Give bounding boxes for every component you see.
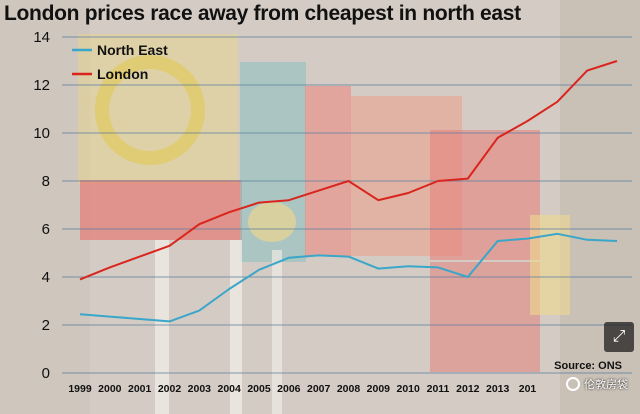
y-tick-label: 4	[42, 269, 50, 286]
x-tick-label: 2009	[367, 383, 391, 395]
x-tick-label: 2005	[247, 383, 271, 395]
x-tick-label: 2008	[337, 383, 361, 395]
x-tick-label: 201	[519, 383, 537, 395]
y-tick-label: 10	[33, 125, 50, 142]
x-tick-label: 2001	[128, 383, 152, 395]
gridlines	[62, 36, 632, 374]
series-lines	[79, 60, 618, 323]
wechat-logo-icon	[566, 377, 580, 391]
y-tick-label: 2	[42, 317, 50, 334]
y-tick-label: 8	[42, 173, 50, 190]
x-axis-ticks: 1999 2000 2001 2002 2003 2004 2005 2006 2007 2008…	[68, 383, 536, 395]
x-tick-label: 2004	[217, 383, 241, 395]
legend-label: London	[97, 66, 148, 82]
series-line-london	[79, 60, 618, 281]
chart-title: London prices race away from cheapest in…	[4, 2, 521, 25]
y-tick-label: 12	[33, 77, 50, 94]
y-tick-label: 0	[42, 365, 50, 382]
x-tick-label: 2012	[456, 383, 480, 395]
x-tick-label: 2003	[188, 383, 212, 395]
legend: North East London	[72, 42, 168, 82]
x-tick-label: 1999	[68, 383, 92, 395]
y-axis-ticks: 0 2 4 6 8 10 12 14	[33, 29, 50, 382]
series-line-north-east	[79, 232, 618, 323]
legend-label: North East	[97, 42, 168, 58]
x-tick-label: 2007	[307, 383, 331, 395]
x-tick-label: 2006	[277, 383, 301, 395]
watermark-text: 伦敦房袋	[584, 379, 628, 391]
source-note: Source: ONS	[554, 360, 622, 372]
y-tick-label: 14	[33, 29, 50, 46]
x-tick-label: 2010	[396, 383, 420, 395]
x-tick-label: 2000	[98, 383, 122, 395]
x-tick-label: 2011	[427, 383, 450, 395]
x-tick-label: 2002	[158, 383, 182, 395]
watermark: 伦敦房袋	[566, 376, 628, 392]
expand-button[interactable]: ⤢	[604, 322, 634, 352]
y-tick-label: 6	[42, 221, 50, 238]
expand-icon: ⤢	[612, 328, 626, 345]
x-tick-label: 2013	[486, 383, 510, 395]
